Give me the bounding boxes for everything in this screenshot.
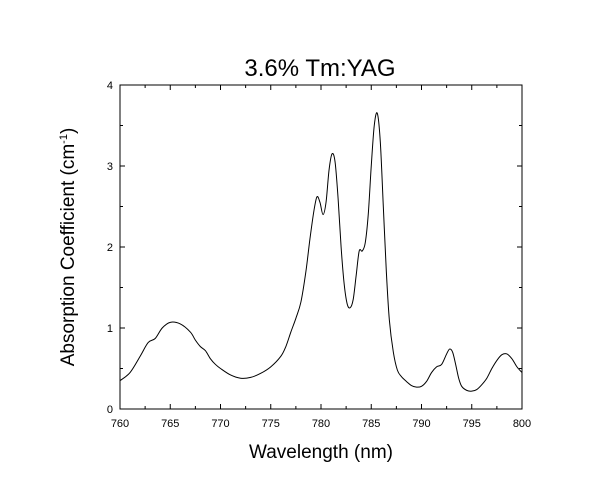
x-tick-label: 765 [161,418,179,430]
x-tick-label: 790 [412,418,430,430]
y-axis-ticks [120,84,522,410]
y-axis-title-superscript: -1 [58,134,70,144]
y-tick-label: 0 [107,404,113,416]
x-axis-ticks [119,85,523,409]
x-axis-tick-labels: 760 765 770 775 780 785 790 795 800 [111,418,531,430]
absorption-series-line [119,112,523,392]
x-tick-label: 760 [111,418,129,430]
x-tick-label: 800 [513,418,531,430]
y-tick-label: 3 [107,161,113,173]
x-tick-label: 785 [362,418,380,430]
x-axis-title: Wavelength (nm) [249,442,393,463]
y-axis-title: Absorption Coefficient (cm-1) [58,128,79,367]
chart-title: 3.6% Tm:YAG [244,55,395,82]
y-tick-label: 2 [107,242,113,254]
y-tick-label: 4 [107,80,113,92]
plot-frame [119,84,523,410]
x-tick-label: 770 [211,418,229,430]
x-tick-label: 780 [312,418,330,430]
y-axis-title-close: ) [58,128,79,134]
y-tick-label: 1 [107,323,113,335]
y-axis-title-main: Absorption Coefficient (cm [58,144,79,366]
y-axis-tick-labels: 0 1 2 3 4 [107,80,113,416]
x-tick-label: 775 [262,418,280,430]
x-tick-label: 795 [463,418,481,430]
